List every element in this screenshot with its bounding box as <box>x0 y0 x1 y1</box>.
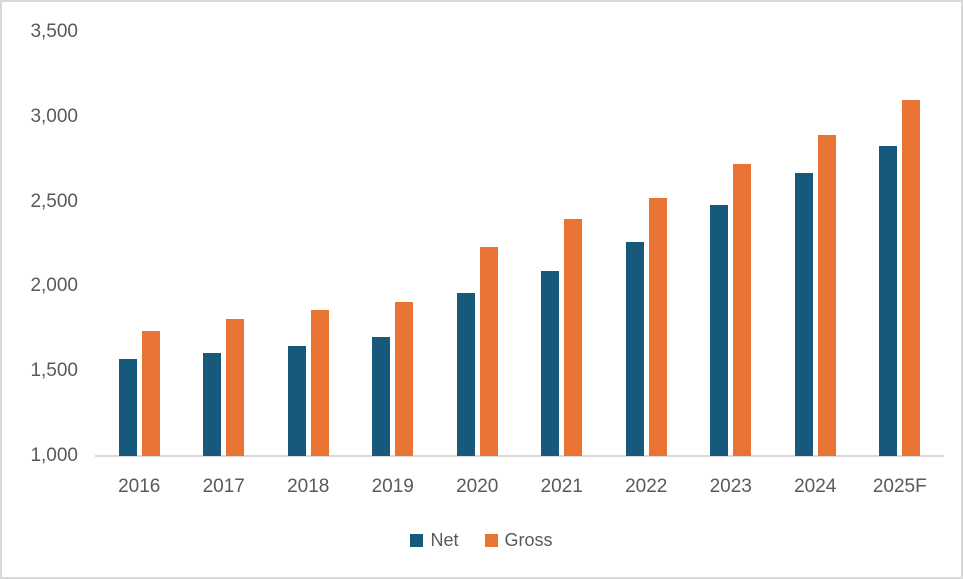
plot-area <box>97 32 942 456</box>
bar-gross-2022 <box>648 198 667 456</box>
bar-net-2024 <box>794 172 813 456</box>
bar-net-2021 <box>541 271 560 456</box>
category-group-2016 <box>97 32 182 456</box>
bar-net-2016 <box>118 359 137 456</box>
category-group-2024 <box>773 32 858 456</box>
category-group-2019 <box>351 32 436 456</box>
legend-label-net: Net <box>430 530 459 550</box>
bar-gross-2024 <box>817 135 836 456</box>
category-group-2021 <box>520 32 605 456</box>
bar-gross-2025F <box>902 99 921 456</box>
y-tick-label: 1,000 <box>30 445 78 466</box>
bar-gross-2016 <box>141 330 160 456</box>
bar-gross-2020 <box>479 247 498 456</box>
x-axis: 2016 2017 2018 2019 2020 2021 2022 2023 2024 2025… <box>97 476 942 498</box>
bar-gross-2018 <box>310 310 329 456</box>
bar-net-2020 <box>456 293 475 456</box>
x-tick-label-2017: 2017 <box>202 476 245 497</box>
bar-gross-2021 <box>564 218 583 456</box>
bar-net-2025F <box>879 145 898 456</box>
y-tick-label: 2,500 <box>30 190 78 212</box>
category-group-2017 <box>182 32 267 456</box>
bar-net-2018 <box>287 345 306 456</box>
x-tick-label-2021: 2021 <box>540 476 583 497</box>
bar-gross-2023 <box>733 164 752 456</box>
legend-swatch-net <box>410 534 424 547</box>
legend-label-gross: Gross <box>504 530 553 550</box>
bar-net-2019 <box>372 337 391 456</box>
bar-gross-2019 <box>395 301 414 456</box>
legend-item-net: Net <box>410 530 459 551</box>
category-group-2020 <box>435 32 520 456</box>
legend-item-gross: Gross <box>484 530 553 551</box>
bar-net-2023 <box>710 205 729 456</box>
y-axis: 1,000 1,500 2,000 2,500 3,000 3,500 <box>2 22 78 466</box>
y-tick-label: 2,000 <box>30 275 78 297</box>
x-tick-label-2020: 2020 <box>456 476 499 497</box>
category-group-2025F <box>858 32 943 456</box>
legend-swatch-gross <box>484 534 498 547</box>
x-tick-label-2019: 2019 <box>371 476 414 497</box>
x-tick-label-2025F: 2025F <box>872 476 927 497</box>
x-tick-label-2023: 2023 <box>709 476 752 497</box>
legend: Net Gross <box>2 530 961 551</box>
category-group-2023 <box>689 32 774 456</box>
bar-gross-2017 <box>226 318 245 456</box>
x-tick-label-2016: 2016 <box>118 476 161 497</box>
y-tick-label: 3,500 <box>30 21 78 42</box>
bar-net-2017 <box>203 352 222 456</box>
category-group-2018 <box>266 32 351 456</box>
x-tick-label-2024: 2024 <box>794 476 837 497</box>
x-tick-label-2022: 2022 <box>625 476 668 497</box>
category-group-2022 <box>604 32 689 456</box>
y-tick-label: 1,500 <box>30 360 78 382</box>
bar-net-2022 <box>625 242 644 456</box>
x-tick-label-2018: 2018 <box>287 476 330 497</box>
x-axis-line <box>95 455 944 457</box>
y-tick-label: 3,000 <box>30 105 78 127</box>
